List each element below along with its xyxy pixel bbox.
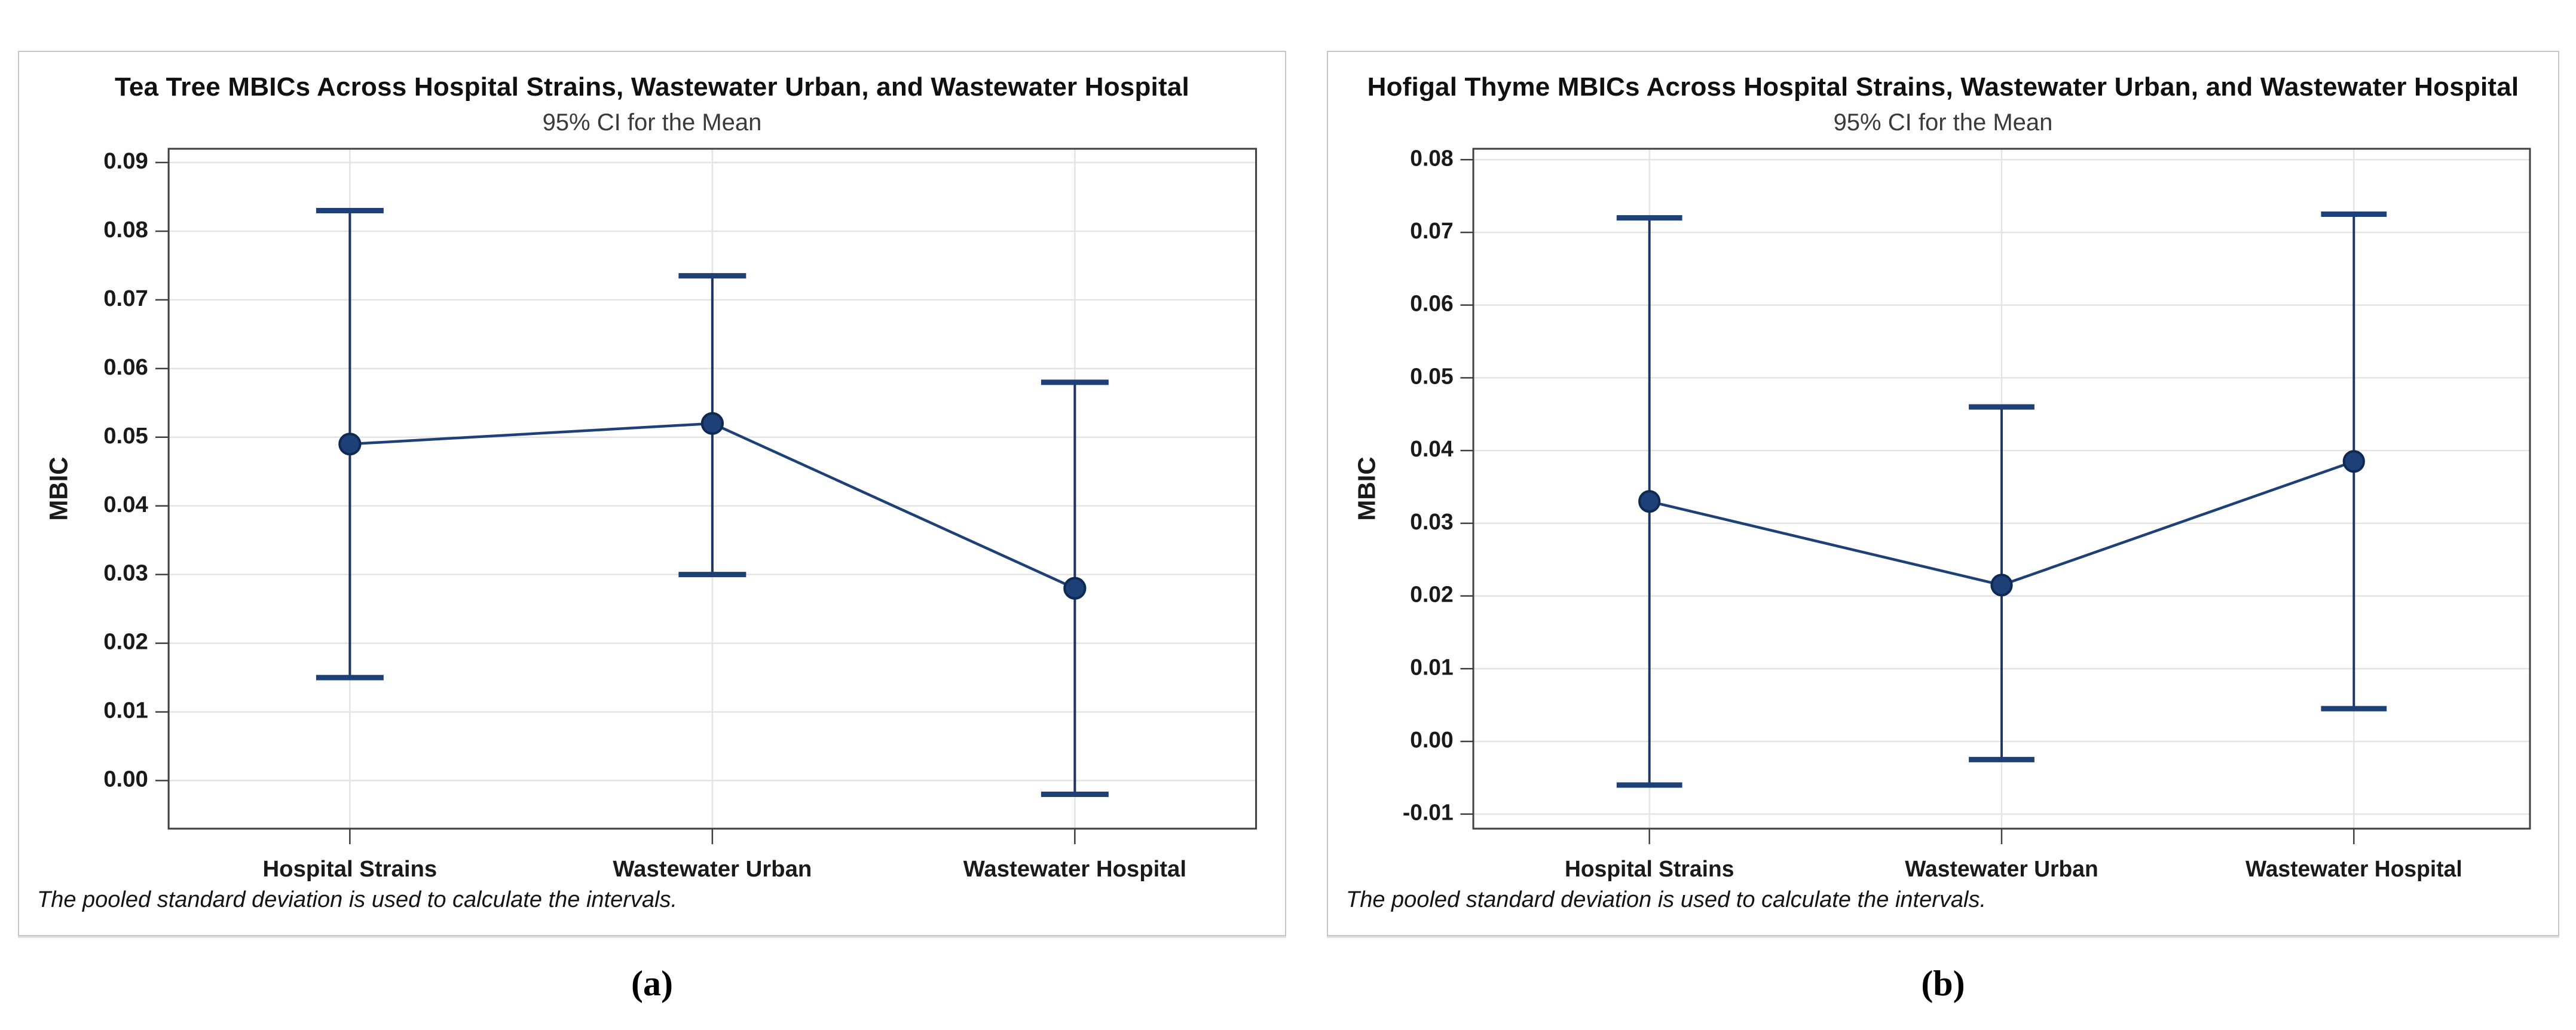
y-tick-label: 0.08 (103, 217, 148, 243)
mean-marker (2342, 450, 2365, 473)
y-tick-label: 0.01 (103, 698, 148, 724)
y-tick-label: 0.08 (1410, 145, 1453, 170)
y-tick-label: 0.05 (103, 423, 148, 449)
y-tick-label: 0.03 (1410, 509, 1453, 534)
x-category-label: Wastewater Hospital (963, 856, 1186, 882)
y-tick-label: 0.07 (1410, 218, 1453, 243)
mean-marker (1063, 577, 1087, 600)
chart-footnote: The pooled standard deviation is used to… (37, 887, 677, 912)
y-axis-title: MBIC (1353, 456, 1381, 520)
mean-marker (700, 412, 724, 435)
y-tick-label: 0.05 (1410, 363, 1453, 388)
y-tick-label: 0.06 (103, 354, 148, 380)
y-tick-label: 0.00 (103, 767, 148, 792)
interval-plot-svg-b: 0.08 0.07 0.06 0.05 0.04 0.03 0.02 0.01 0.00 -0.0… (1353, 145, 2531, 881)
chart-title: Tea Tree MBICs Across Hospital Strains, … (115, 72, 1189, 102)
y-tick-label: 0.01 (1410, 654, 1453, 679)
mean-marker (338, 433, 362, 456)
chart-title: Hofigal Thyme MBICs Across Hospital Stra… (1367, 72, 2519, 102)
chart-subtitle: 95% CI for the Mean (542, 109, 762, 136)
x-category-label: Wastewater Hospital (2245, 856, 2462, 881)
chart-footnote: The pooled standard deviation is used to… (1346, 887, 1986, 912)
y-tick-label: 0.04 (1410, 436, 1454, 461)
figure-panel-b: Hofigal Thyme MBICs Across Hospital Stra… (1327, 51, 2559, 936)
y-tick-label: 0.02 (1410, 581, 1453, 606)
x-category-label: Hospital Strains (1565, 856, 1734, 881)
figure-caption-b: (b) (1921, 964, 1965, 1003)
figure-panel-a: Tea Tree MBICs Across Hospital Strains, … (18, 51, 1286, 936)
chart-subtitle: 95% CI for the Mean (1833, 109, 2053, 136)
y-tick-label: 0.06 (1410, 290, 1453, 315)
mean-marker (1638, 490, 1661, 513)
y-axis-title: MBIC (45, 456, 73, 520)
interval-plot-svg-a: 0.09 0.08 0.07 0.06 0.05 0.04 0.03 0.02 0.01 0.00… (45, 148, 1258, 882)
y-tick-label: 0.02 (103, 629, 148, 655)
y-tick-label: 0.09 (103, 148, 148, 174)
figure-caption-a: (a) (631, 964, 673, 1003)
y-tick-label: 0.04 (103, 492, 148, 517)
x-category-label: Hospital Strains (263, 856, 438, 882)
y-tick-label: 0.07 (103, 286, 148, 311)
x-category-label: Wastewater Urban (613, 856, 812, 882)
mean-marker (1990, 574, 2013, 597)
y-tick-label: 0.00 (1410, 727, 1453, 752)
x-category-label: Wastewater Urban (1905, 856, 2098, 881)
y-tick-label: -0.01 (1403, 799, 1454, 824)
y-tick-label: 0.03 (103, 560, 148, 586)
